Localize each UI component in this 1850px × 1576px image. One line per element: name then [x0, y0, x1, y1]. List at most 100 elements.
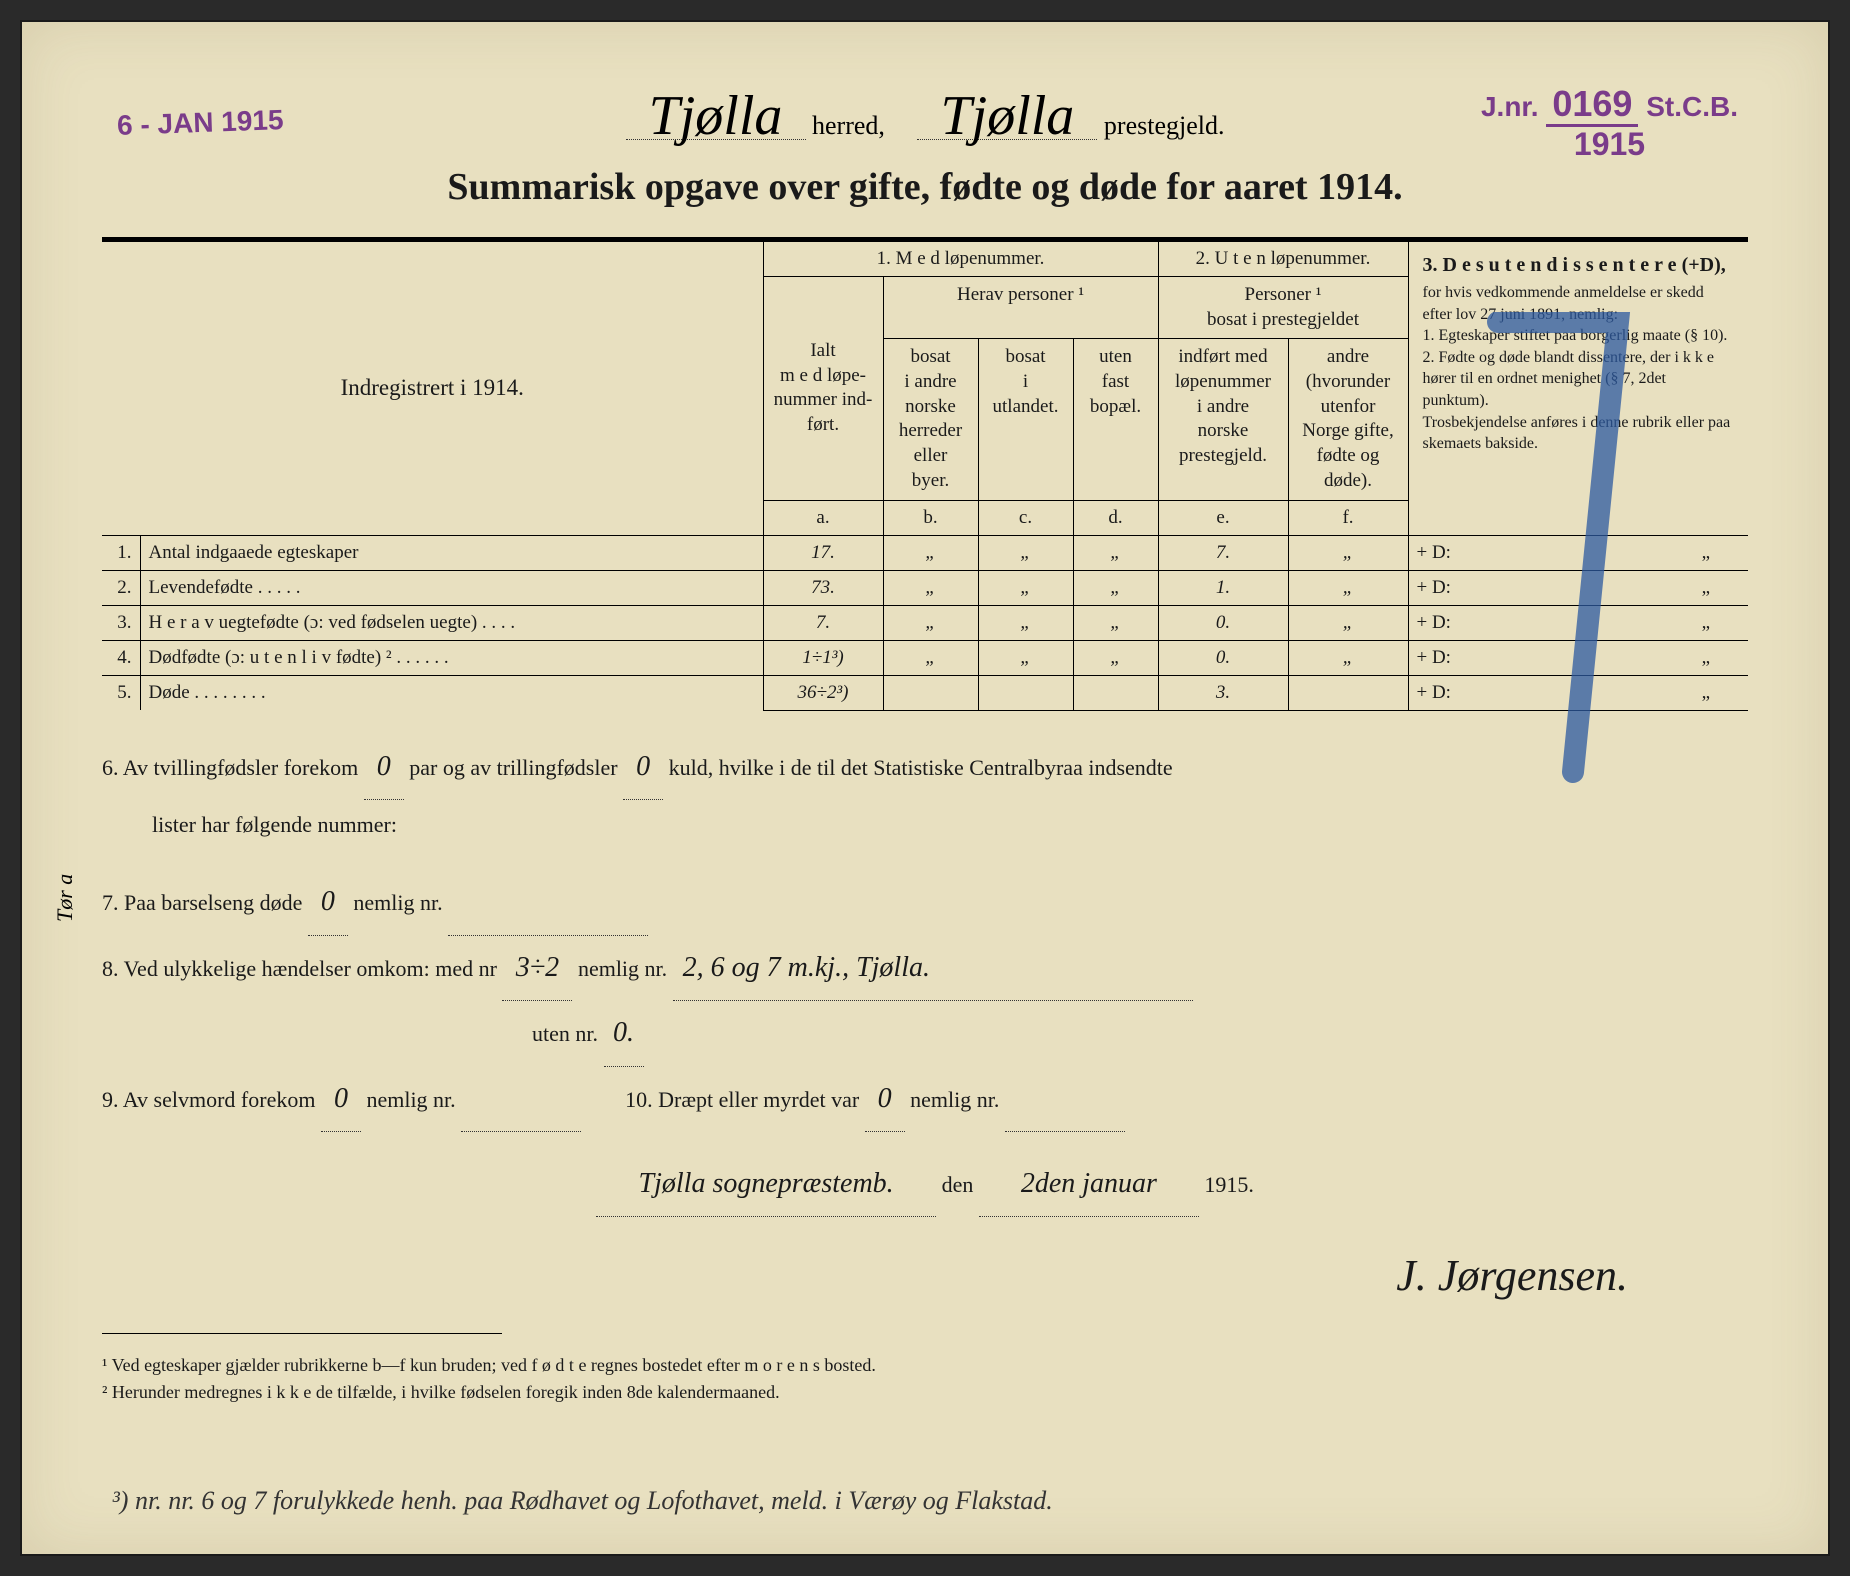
jnr-year: 1915 [1574, 126, 1645, 162]
cell-a: 73. [763, 570, 883, 605]
row-label: Levendefødte . . . . . [140, 570, 763, 605]
herav-header: Herav personer ¹ [883, 277, 1158, 339]
group2-title: 2. U t e n løpenummer. [1158, 242, 1408, 277]
col-d-header: uten fast bopæl. [1073, 339, 1158, 500]
line8-detail: 2, 6 og 7 m.kj., Tjølla. [673, 936, 1193, 1001]
journal-number-stamp: J.nr. 0169 St.C.B. 1915 [1481, 82, 1738, 164]
sig-place: Tjølla sognepræstemb. [596, 1152, 936, 1217]
col-a-header: Ialt m e d løpe- nummer ind- ført. [763, 277, 883, 501]
cell-a: 1÷1³) [763, 640, 883, 675]
line10-val: 0 [865, 1067, 905, 1132]
cell-d: „ [1073, 535, 1158, 570]
line10-a: 10. Dræpt eller myrdet var [625, 1087, 859, 1112]
line6-b: par og av trillingfødsler [409, 755, 617, 780]
line7-val: 0 [308, 870, 348, 935]
jnr-number: 0169 [1546, 83, 1638, 127]
cell-g: + D:„ [1408, 675, 1748, 710]
side-note: Tør a [52, 874, 78, 922]
cell-c: „ [978, 605, 1073, 640]
prestegjeld-value: Tjølla [917, 94, 1097, 140]
col-b-header: bosat i andre norske herreder eller byer… [883, 339, 978, 500]
line6-a: 6. Av tvillingfødsler forekom [102, 755, 358, 780]
margin-note: ³) nr. nr. 6 og 7 forulykkede henh. paa … [112, 1486, 1738, 1516]
cell-e: 0. [1158, 640, 1288, 675]
cell-f: „ [1288, 605, 1408, 640]
line6-twin: 0 [364, 735, 404, 800]
cell-g: + D:„ [1408, 570, 1748, 605]
row-num: 4. [102, 640, 140, 675]
table-row: 3.H e r a v uegtefødte (ɔ: ved fødselen … [102, 605, 1748, 640]
prestegjeld-label: prestegjeld. [1104, 111, 1225, 140]
line9-blank [461, 1067, 581, 1132]
cell-c: „ [978, 640, 1073, 675]
line9-b: nemlig nr. [366, 1087, 455, 1112]
col-c-header: bosat i utlandet. [978, 339, 1073, 500]
cell-b: „ [883, 570, 978, 605]
signature-name: J. Jørgensen. [102, 1225, 1628, 1326]
row-num: 2. [102, 570, 140, 605]
row-label: H e r a v uegtefødte (ɔ: ved fødselen ue… [140, 605, 763, 640]
jnr-suffix: St.C.B. [1646, 91, 1738, 122]
row-num: 1. [102, 535, 140, 570]
row-label: Antal indgaaede egteskaper [140, 535, 763, 570]
group2-sub: Personer ¹ bosat i prestegjeldet [1158, 277, 1408, 339]
line8-c: uten nr. [532, 1021, 598, 1046]
cell-f: „ [1288, 640, 1408, 675]
cell-g: + D:„ [1408, 640, 1748, 675]
document-page: 6 - JAN 1915 J.nr. 0169 St.C.B. 1915 Tjø… [20, 20, 1830, 1556]
row-num: 5. [102, 675, 140, 710]
line7-b: nemlig nr. [353, 890, 442, 915]
table-row: 4.Dødfødte (ɔ: u t e n l i v fødte) ² . … [102, 640, 1748, 675]
col-letter-d: d. [1073, 500, 1158, 535]
sig-den: den [942, 1172, 974, 1197]
main-title: Summarisk opgave over gifte, fødte og dø… [102, 165, 1748, 209]
cell-e: 1. [1158, 570, 1288, 605]
row-label: Døde . . . . . . . . [140, 675, 763, 710]
cell-f: „ [1288, 535, 1408, 570]
col-f-header: andre (hvorunder utenfor Norge gifte, fø… [1288, 339, 1408, 500]
cell-c [978, 675, 1073, 710]
table-row: 5.Døde . . . . . . . .36÷2³)3.+ D:„ [102, 675, 1748, 710]
line8-a: 8. Ved ulykkelige hændelser omkom: med n… [102, 956, 497, 981]
cell-b: „ [883, 640, 978, 675]
line9-val: 0 [321, 1067, 361, 1132]
sig-year: 1915. [1204, 1172, 1254, 1197]
bottom-section: 6. Av tvillingfødsler forekom 0 par og a… [102, 735, 1748, 1327]
main-table: Indregistrert i 1914. 1. M e d løpenumme… [102, 241, 1748, 711]
line6-d: lister har følgende nummer: [102, 800, 1748, 851]
footnote-1: ¹ Ved egteskaper gjælder rubrikkerne b—f… [102, 1352, 1748, 1379]
footnotes: ¹ Ved egteskaper gjælder rubrikkerne b—f… [102, 1352, 1748, 1406]
cell-b: „ [883, 535, 978, 570]
jnr-label: J.nr. [1481, 91, 1539, 122]
cell-d: „ [1073, 605, 1158, 640]
col-letter-c: c. [978, 500, 1073, 535]
line8-med: 3÷2 [502, 936, 572, 1001]
cell-e: 3. [1158, 675, 1288, 710]
sig-date: 2den januar [979, 1152, 1199, 1217]
signature-line: Tjølla sognepræstemb. den 2den januar 19… [102, 1152, 1748, 1217]
line6-c: kuld, hvilke i de til det Statistiske Ce… [669, 755, 1173, 780]
line7-a: 7. Paa barselseng døde [102, 890, 302, 915]
cell-d [1073, 675, 1158, 710]
cell-f: „ [1288, 570, 1408, 605]
line10-b: nemlig nr. [910, 1087, 999, 1112]
cell-a: 7. [763, 605, 883, 640]
col-letter-b: b. [883, 500, 978, 535]
table-row: 2.Levendefødte . . . . .73.„„„1.„+ D:„ [102, 570, 1748, 605]
herred-label: herred, [812, 111, 885, 140]
group1-title: 1. M e d løpenummer. [763, 242, 1158, 277]
group3-title: 3. D e s u t e n d i s s e n t e r e (+D… [1423, 252, 1735, 278]
cell-c: „ [978, 570, 1073, 605]
line9-a: 9. Av selvmord forekom [102, 1087, 315, 1112]
line10-blank [1005, 1067, 1125, 1132]
footnote-rule [102, 1333, 502, 1334]
herred-value: Tjølla [626, 94, 806, 140]
cell-e: 7. [1158, 535, 1288, 570]
cell-c: „ [978, 535, 1073, 570]
col-letter-a: a. [763, 500, 883, 535]
row-num: 3. [102, 605, 140, 640]
col-letter-e: e. [1158, 500, 1288, 535]
cell-b: „ [883, 605, 978, 640]
line8-uten: 0. [604, 1001, 644, 1066]
col-letter-f: f. [1288, 500, 1408, 535]
